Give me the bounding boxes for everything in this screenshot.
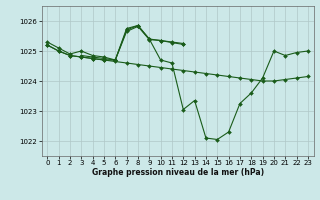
X-axis label: Graphe pression niveau de la mer (hPa): Graphe pression niveau de la mer (hPa) xyxy=(92,168,264,177)
